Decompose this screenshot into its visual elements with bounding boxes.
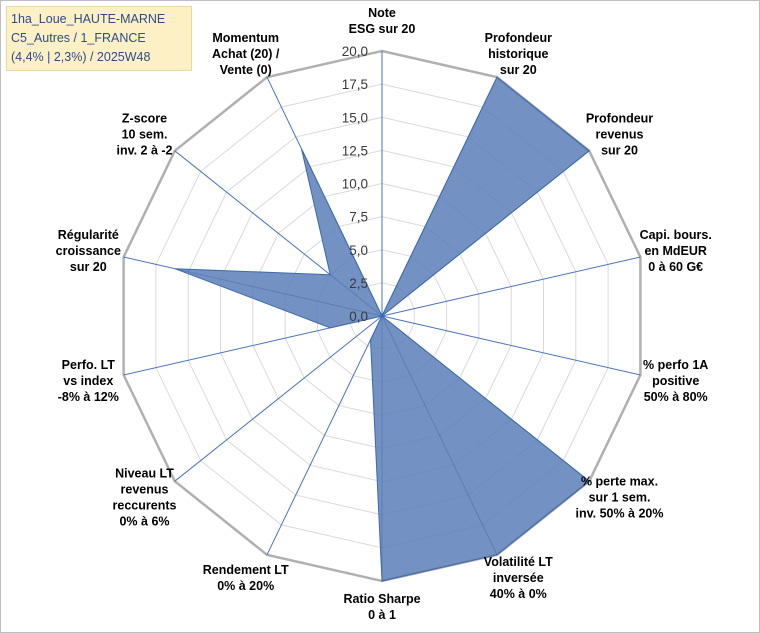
axis-label: % perte max. sur 1 sem. inv. 50% à 20% [575, 474, 663, 520]
axis-label-line: vs index [63, 374, 113, 388]
axis-label-line: % perte max. [581, 474, 658, 488]
axis-label-line: 0 à 1 [368, 608, 396, 622]
axis-label-line: inversée [493, 571, 544, 585]
axis-label-line: Capi. bours. [640, 228, 712, 242]
axis-label-line: Niveau LT [115, 466, 174, 480]
axis-label-line: Momentum [212, 31, 279, 45]
axis-label-line: revenus [121, 482, 169, 496]
tick-label: 20,0 [342, 44, 368, 59]
tick-label: 17,5 [342, 77, 368, 92]
axis-label-line: Perfo. LT [62, 358, 116, 372]
axis-label: Perfo. LT vs index -8% à 12% [58, 358, 119, 404]
axis-spoke [266, 315, 383, 556]
axis-label-line: sur 20 [500, 63, 537, 77]
axis-spoke [381, 256, 641, 317]
axis-label-line: Z-score [122, 112, 167, 126]
axis-label-line: Régularité [58, 228, 119, 242]
axis-label-line: revenus [596, 128, 644, 142]
axis-label-line: sur 20 [601, 144, 638, 158]
axis-label-line: inv. 2 à -2 [116, 144, 172, 158]
tick-label: 10,0 [342, 177, 368, 192]
axis-label: Capi. bours. en MdEUR 0 à 60 G€ [640, 228, 712, 274]
axis-label-line: ESG sur 20 [349, 22, 416, 36]
axis-label-line: Ratio Sharpe [343, 592, 420, 606]
axis-label-line: % perfo 1A [643, 358, 708, 372]
axis-label-line: Profondeur [586, 112, 653, 126]
axis-label-line: reccurents [113, 498, 177, 512]
axis-label: % perfo 1A positive 50% à 80% [643, 358, 708, 404]
axis-label-line: 0% à 20% [217, 579, 274, 593]
axis-label-line: positive [652, 374, 699, 388]
tick-label: 5,0 [349, 243, 368, 258]
axis-label: Momentum Achat (20) / Vente (0) [212, 31, 280, 77]
tick-label: 0,0 [349, 309, 368, 324]
axis-spoke [174, 315, 383, 482]
axis-label-line: 40% à 0% [490, 587, 547, 601]
axis-label-line: 0% à 6% [119, 514, 169, 528]
axis-label-line: croissance [56, 244, 121, 258]
axis-label: Volatilité LT inversée 40% à 0% [484, 555, 553, 601]
axis-label-line: sur 1 sem. [589, 490, 651, 504]
title-line-1: 1ha_Loue_HAUTE-MARNE [11, 12, 166, 26]
axis-label-line: Vente (0) [220, 63, 272, 77]
axis-label: Profondeur historique sur 20 [485, 31, 552, 77]
axis-label: Ratio Sharpe 0 à 1 [343, 592, 420, 622]
axis-label: Niveau LT revenus reccurents 0% à 6% [113, 466, 177, 528]
axis-label-line: 50% à 80% [644, 390, 708, 404]
axis-label-line: -8% à 12% [58, 390, 119, 404]
axis-label-line: 0 à 60 G€ [648, 260, 703, 274]
axis-label: Rendement LT 0% à 20% [203, 563, 289, 593]
axis-label: Note ESG sur 20 [349, 6, 416, 36]
title-line-3: (4,4% | 2,3%) / 2025W48 [11, 50, 151, 64]
axis-label-line: sur 20 [70, 260, 107, 274]
axis-label-line: historique [488, 47, 548, 61]
tick-label: 12,5 [342, 143, 368, 158]
tick-label: 2,5 [349, 276, 368, 291]
axis-label-line: en MdEUR [644, 244, 707, 258]
axis-label: Régularité croissance sur 20 [56, 228, 121, 274]
axis-spoke [381, 315, 641, 376]
data-area [175, 76, 591, 582]
axis-label-line: Profondeur [485, 31, 552, 45]
tick-label: 15,0 [342, 110, 368, 125]
axis-label: Profondeur revenus sur 20 [586, 112, 653, 158]
title-line-2: C5_Autres / 1_FRANCE [11, 31, 146, 45]
axis-label-line: Rendement LT [203, 563, 289, 577]
axis-label-line: 10 sem. [122, 128, 168, 142]
axis-label: Z-score 10 sem. inv. 2 à -2 [116, 112, 172, 158]
axis-label-line: Volatilité LT [484, 555, 553, 569]
tick-label: 7,5 [349, 210, 368, 225]
axis-label-line: inv. 50% à 20% [575, 506, 663, 520]
axis-label-line: Achat (20) / [212, 47, 280, 61]
chart-title-box: 1ha_Loue_HAUTE-MARNE C5_Autres / 1_FRANC… [6, 6, 192, 71]
axis-label-line: Note [368, 6, 396, 20]
